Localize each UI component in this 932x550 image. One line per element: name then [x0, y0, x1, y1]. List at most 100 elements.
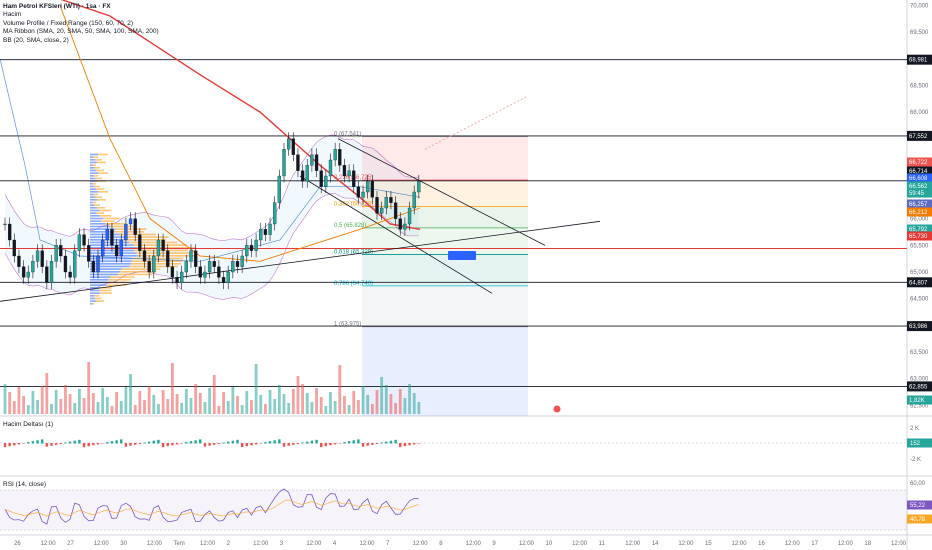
delta-bar: [301, 442, 304, 444]
volume-profile-bar: [92, 183, 96, 185]
volume-profile-bar: [90, 220, 102, 222]
rsi-badge: [907, 514, 932, 524]
candle-body: [291, 138, 295, 155]
volume-bar: [268, 390, 272, 414]
legend-bollinger[interactable]: BB (20, SMA, close, 2): [3, 36, 69, 44]
fib-level-label: 1 (63,975): [334, 322, 361, 328]
legend-volume-profile[interactable]: Volume Profile / Fixed Range (150, 60, 7…: [3, 19, 134, 27]
candle-body: [147, 261, 151, 273]
delta-bar: [264, 442, 267, 444]
price-badge: [907, 224, 932, 234]
delta-bar: [106, 442, 109, 444]
candle-body: [207, 261, 212, 273]
candle-body: [333, 149, 337, 161]
time-axis-label: 12:00: [413, 541, 429, 547]
delta-bar: [329, 443, 332, 446]
volume-bar: [264, 404, 267, 414]
volume-bar: [380, 377, 384, 414]
rsi-axis-label: 55,22: [910, 503, 926, 509]
delta-bar: [194, 440, 197, 444]
volume-profile-bar: [90, 164, 93, 166]
rsi-pane-title[interactable]: RSI (14, close): [3, 481, 46, 488]
bollinger-upper: [4, 134, 419, 242]
volume-profile-bar: [98, 153, 108, 156]
delta-bar: [389, 440, 393, 444]
candle-body: [375, 197, 379, 214]
volume-profile-bar: [125, 236, 169, 238]
volume-bar: [26, 405, 30, 414]
volume-bar: [12, 401, 16, 414]
delta-bar: [3, 443, 7, 448]
volume-bar: [273, 399, 277, 414]
volume-profile-bar: [101, 220, 115, 222]
delta-bar: [333, 443, 337, 445]
volume-bar: [305, 393, 309, 414]
volume-bar: [166, 399, 170, 414]
delta-bar: [180, 443, 183, 444]
delta-pane-title[interactable]: Hacim Deltası (1): [3, 421, 54, 428]
legend-ma-ribbon[interactable]: MA Ribbon (SMA, 20, SMA, 50, SMA, 100, S…: [3, 28, 159, 36]
delta-bar: [73, 440, 76, 444]
delta-bar: [175, 443, 179, 445]
candle-body: [356, 186, 361, 198]
volume-profile-bar: [90, 247, 138, 249]
time-axis-label: 12:00: [519, 541, 535, 547]
candle-body: [393, 202, 398, 219]
delta-bar: [101, 443, 104, 444]
volume-profile-bar: [131, 260, 183, 262]
channel-lower: [299, 175, 493, 294]
legend-symbol-title[interactable]: Ham Petrol KFSleri (WTI) · 1sa · FX: [3, 3, 111, 10]
delta-bar: [222, 442, 225, 444]
volume-bar: [384, 385, 388, 414]
volume-profile-bar: [90, 284, 107, 286]
volume-bar: [73, 403, 77, 414]
candle-body: [407, 207, 412, 225]
volume-profile-bar: [96, 207, 106, 209]
volume-bar: [82, 398, 86, 414]
volume-profile-bar: [99, 287, 112, 289]
legend-volume[interactable]: Hacim: [3, 11, 22, 19]
volume-profile-bar: [90, 207, 97, 209]
candle-body: [63, 255, 68, 273]
volume-profile-bar: [99, 215, 112, 217]
rsi-band: [0, 490, 907, 530]
delta-bar: [213, 443, 216, 445]
volume-bar: [333, 401, 337, 414]
rsi-ma-line: [4, 499, 419, 517]
delta-bar: [17, 443, 21, 445]
price-badge-label: 66,212: [909, 210, 928, 216]
volume-profile-bar: [90, 191, 99, 193]
candle-body: [193, 250, 198, 267]
candle-body: [310, 154, 314, 166]
time-axis-label: 12:00: [359, 541, 375, 547]
candle-body: [286, 138, 291, 150]
volume-profile-bar: [95, 159, 102, 161]
volume-profile-bar: [90, 265, 130, 268]
volume-profile-bar: [134, 249, 189, 252]
delta-bar: [324, 443, 328, 447]
candle-body: [45, 266, 49, 283]
time-axis-label: 12:00: [785, 541, 801, 547]
candle-body: [189, 250, 193, 262]
delta-bar: [208, 443, 211, 446]
ma100-line: [59, 5, 421, 262]
volume-bar: [180, 403, 184, 414]
candle-body: [231, 261, 235, 273]
volume-profile-bar: [96, 300, 104, 302]
delta-bar: [54, 443, 58, 445]
delta-bar: [352, 440, 355, 444]
candle-body: [342, 165, 347, 177]
volume-bar: [277, 385, 281, 414]
delta-bar: [361, 443, 365, 447]
volume-profile-bar: [94, 204, 100, 206]
candle-body: [361, 191, 365, 198]
delta-axis-label: 152: [910, 441, 921, 447]
volume-profile-bar: [90, 199, 98, 201]
delta-bar: [413, 443, 416, 445]
volume-profile-bar: [124, 239, 166, 241]
volume-bar: [110, 406, 114, 414]
volume-profile-bar: [93, 193, 98, 196]
level-badge-label: 64,807: [909, 280, 928, 286]
volume-bar: [217, 406, 221, 414]
